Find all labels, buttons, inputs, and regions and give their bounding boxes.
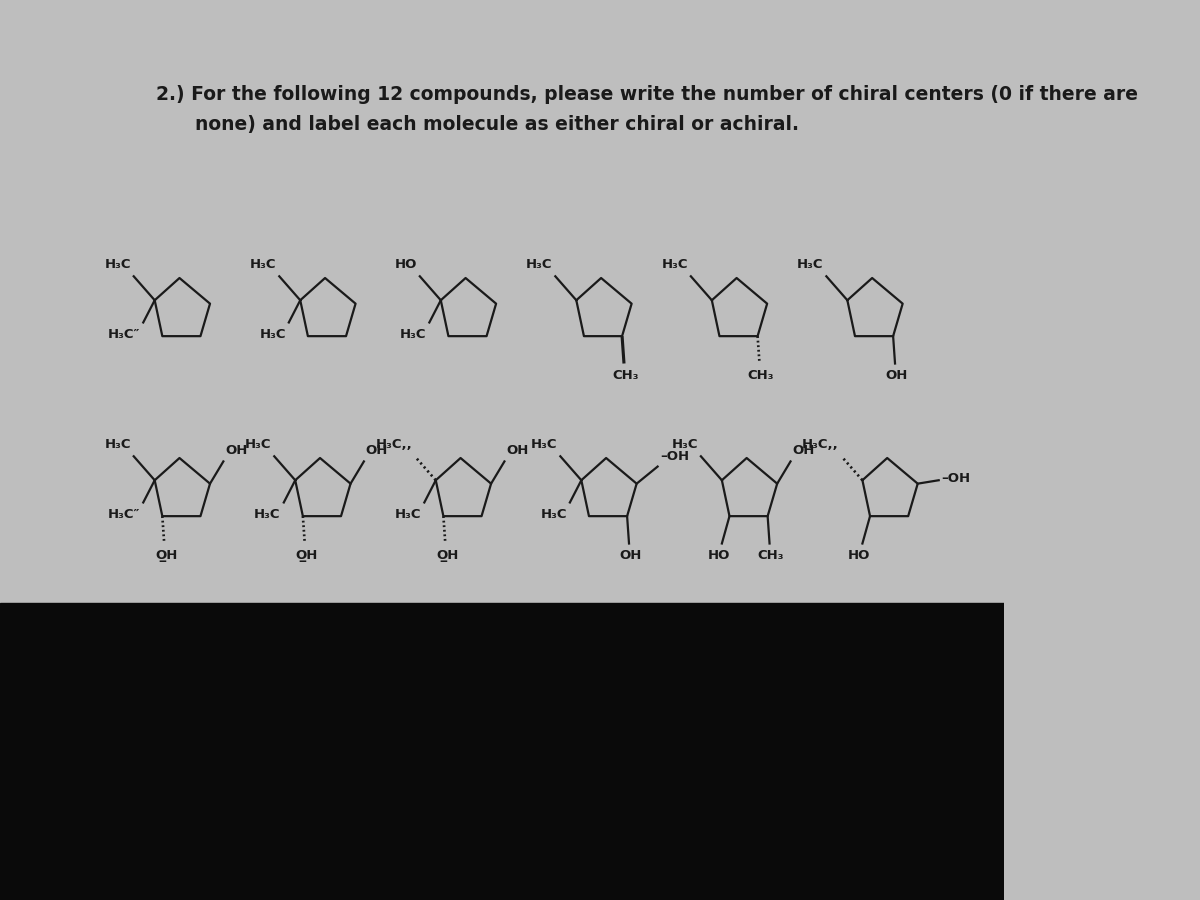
- Text: CH₃: CH₃: [757, 549, 784, 562]
- Text: O̲H: O̲H: [155, 549, 178, 562]
- Text: HO: HO: [395, 258, 418, 271]
- Text: OH: OH: [884, 369, 907, 382]
- Text: H₃C: H₃C: [104, 438, 131, 451]
- Text: H₃C: H₃C: [400, 328, 426, 340]
- Text: H₃C: H₃C: [540, 508, 566, 520]
- Text: H₃C: H₃C: [526, 258, 553, 271]
- Text: H₃C″: H₃C″: [108, 328, 140, 340]
- Text: OH: OH: [619, 549, 641, 562]
- Text: CH₃: CH₃: [612, 369, 638, 382]
- Text: H₃C,,: H₃C,,: [802, 438, 839, 451]
- Text: H₃C: H₃C: [532, 438, 558, 451]
- Text: –OH: –OH: [941, 472, 971, 485]
- Text: H₃C: H₃C: [250, 258, 277, 271]
- Text: H₃C″: H₃C″: [108, 508, 140, 520]
- Bar: [0, 603, 1004, 900]
- Text: H₃C,,: H₃C,,: [376, 438, 412, 451]
- Text: O̲H: O̲H: [436, 549, 458, 562]
- Text: H₃C: H₃C: [245, 438, 271, 451]
- Text: H₃C: H₃C: [661, 258, 688, 271]
- Text: –OH: –OH: [660, 450, 690, 464]
- Text: OH: OH: [792, 444, 815, 457]
- Text: HO: HO: [848, 549, 870, 562]
- Text: 2.) For the following 12 compounds, please write the number of chiral centers (0: 2.) For the following 12 compounds, plea…: [156, 85, 1138, 104]
- Text: OH: OH: [226, 444, 247, 457]
- Text: OH: OH: [506, 444, 529, 457]
- Text: HO: HO: [708, 549, 730, 562]
- Text: H₃C: H₃C: [395, 508, 421, 520]
- Text: H₃C: H₃C: [254, 508, 281, 520]
- Text: none) and label each molecule as either chiral or achiral.: none) and label each molecule as either …: [156, 114, 798, 134]
- Text: H₃C: H₃C: [259, 328, 286, 340]
- Text: OH: OH: [366, 444, 388, 457]
- Text: H₃C: H₃C: [672, 438, 698, 451]
- Text: O̲H: O̲H: [295, 549, 318, 562]
- Text: H₃C: H₃C: [797, 258, 823, 271]
- Text: CH₃: CH₃: [748, 369, 774, 382]
- Text: H₃C: H₃C: [104, 258, 131, 271]
